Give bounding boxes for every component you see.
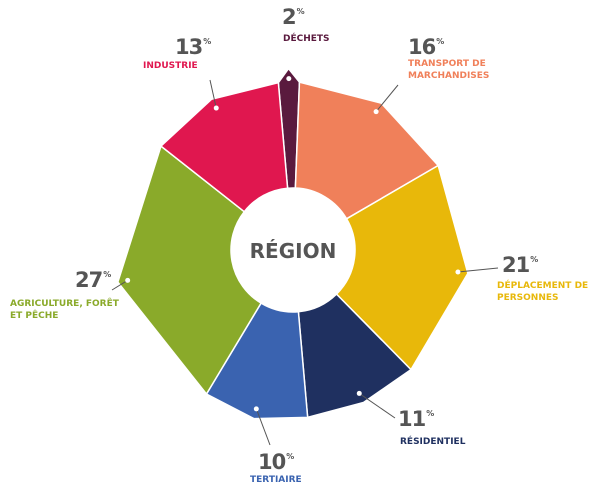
category-label: DÉPLACEMENT DE PERSONNES: [497, 281, 589, 303]
value: 21: [502, 253, 530, 277]
value-label: 13%: [175, 35, 211, 59]
marker-dot: [373, 109, 379, 115]
unit: %: [436, 37, 445, 46]
category-label: TRANSPORT DE MARCHANDISES: [408, 59, 490, 81]
leader-line: [375, 84, 399, 113]
unit: %: [296, 7, 305, 16]
value-label: 16%: [408, 35, 444, 59]
unit: %: [103, 270, 112, 279]
category-label: RÉSIDENTIEL: [400, 437, 466, 447]
marker-dot: [455, 269, 461, 275]
value: 13: [175, 35, 203, 59]
category-label: TERTIAIRE: [250, 475, 302, 485]
category-label: INDUSTRIE: [143, 61, 198, 71]
value: 11: [398, 407, 426, 431]
marker-dot: [253, 406, 259, 412]
unit: %: [286, 452, 295, 461]
value: 10: [258, 450, 286, 474]
leader-line: [209, 79, 217, 109]
center-label: RÉGION: [250, 239, 337, 263]
value-label: 11%: [398, 407, 434, 431]
leader-line: [457, 267, 499, 273]
category-label: AGRICULTURE, FORÊT ET PÊCHE: [10, 299, 119, 321]
marker-dot: [286, 76, 292, 82]
value: 2: [282, 5, 297, 29]
marker-dot: [213, 105, 219, 111]
marker-dot: [125, 277, 131, 283]
value-label: 21%: [502, 253, 538, 277]
value-label: 2%: [282, 5, 305, 29]
value-label: 10%: [258, 450, 294, 474]
leader-line: [255, 408, 271, 446]
unit: %: [426, 409, 435, 418]
unit: %: [203, 37, 212, 46]
category-label: DÉCHETS: [283, 34, 330, 44]
marker-dot: [356, 390, 362, 396]
value: 27: [75, 268, 103, 292]
value-label: 27%: [75, 268, 111, 292]
leader-line: [111, 279, 128, 291]
leader-line: [358, 393, 396, 419]
unit: %: [530, 255, 539, 264]
slice: [159, 81, 289, 213]
value: 16: [408, 35, 436, 59]
